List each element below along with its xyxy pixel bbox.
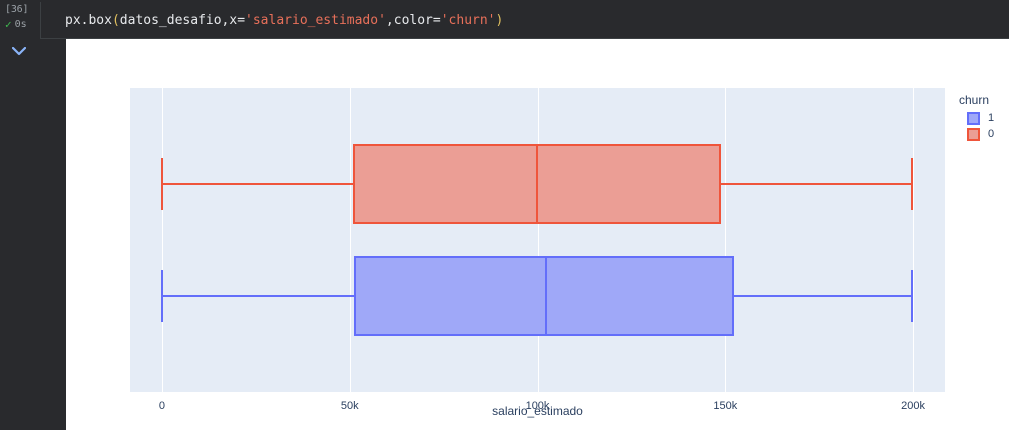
gridline bbox=[913, 88, 915, 392]
plotly-figure[interactable]: 0 50k 100k 150k 200k salario_estimado churn … bbox=[66, 39, 1009, 430]
whisker-upper bbox=[733, 295, 913, 298]
box-iqr[interactable] bbox=[353, 256, 734, 337]
cell-output: 0 50k 100k 150k 200k salario_estimado churn … bbox=[66, 39, 1009, 430]
legend-swatch bbox=[967, 128, 980, 141]
whisker-lower bbox=[161, 182, 354, 185]
whisker-cap-upper bbox=[910, 157, 913, 210]
code-token: datos_desafio,x= bbox=[119, 13, 246, 28]
legend-item-label: 0 bbox=[988, 128, 995, 140]
x-axis-title: salario_estimado bbox=[66, 404, 1009, 418]
chevron-down-icon[interactable] bbox=[6, 40, 32, 62]
median-line bbox=[536, 143, 539, 224]
code-line: px.box(datos_desafio,x='salario_estimado… bbox=[65, 13, 503, 29]
check-icon: ✓ bbox=[5, 18, 12, 32]
run-time-label: 0s bbox=[14, 18, 27, 30]
whisker-lower bbox=[161, 295, 354, 298]
gridline bbox=[161, 88, 163, 392]
x-tick-label: 50k bbox=[340, 400, 359, 412]
legend-swatch bbox=[967, 112, 980, 125]
code-token: ( bbox=[111, 13, 120, 28]
code-token: 'salario_estimado' bbox=[245, 13, 386, 28]
whisker-cap-lower bbox=[160, 157, 163, 210]
gridline bbox=[349, 88, 351, 392]
execution-count: [36] bbox=[5, 4, 29, 15]
box-trace[interactable] bbox=[66, 39, 1009, 430]
gridline bbox=[725, 88, 727, 392]
cell-divider bbox=[40, 38, 1009, 39]
legend-item[interactable]: 0 bbox=[959, 128, 1009, 141]
whisker-cap-lower bbox=[160, 270, 163, 323]
code-token: 'churn' bbox=[440, 13, 496, 28]
x-tick-label: 150k bbox=[713, 400, 738, 412]
legend-item[interactable]: 1 bbox=[959, 112, 1009, 125]
x-tick-label: 200k bbox=[901, 400, 925, 412]
x-axis-title-label: salario_estimado bbox=[492, 404, 583, 418]
notebook-gutter bbox=[0, 0, 38, 430]
code-token: ,color= bbox=[385, 13, 441, 28]
gridline bbox=[537, 88, 539, 392]
median-line bbox=[544, 256, 547, 337]
x-tick-label: 0 bbox=[158, 400, 165, 412]
whisker-upper bbox=[720, 182, 912, 185]
whisker-cap-upper bbox=[911, 270, 914, 323]
cell-run-info: [36] ✓ 0s bbox=[0, 0, 38, 40]
code-token: px.box bbox=[65, 13, 112, 28]
code-token: ) bbox=[495, 13, 504, 28]
code-editor[interactable]: px.box(datos_desafio,x='salario_estimado… bbox=[40, 2, 1009, 38]
legend-title: churn bbox=[959, 93, 990, 107]
legend-item-label: 1 bbox=[988, 112, 995, 124]
box-trace[interactable] bbox=[66, 39, 1009, 430]
x-tick-label: 100k bbox=[525, 400, 550, 412]
